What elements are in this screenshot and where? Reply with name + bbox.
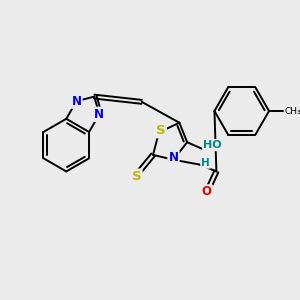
Text: N: N [71, 95, 82, 108]
Text: N: N [94, 108, 104, 121]
Text: HO: HO [203, 140, 222, 150]
Text: N: N [169, 151, 178, 164]
Text: H: H [201, 158, 210, 168]
Text: S: S [156, 124, 166, 137]
Text: S: S [132, 170, 141, 183]
Text: O: O [202, 185, 212, 198]
Text: CH₃: CH₃ [284, 106, 300, 116]
